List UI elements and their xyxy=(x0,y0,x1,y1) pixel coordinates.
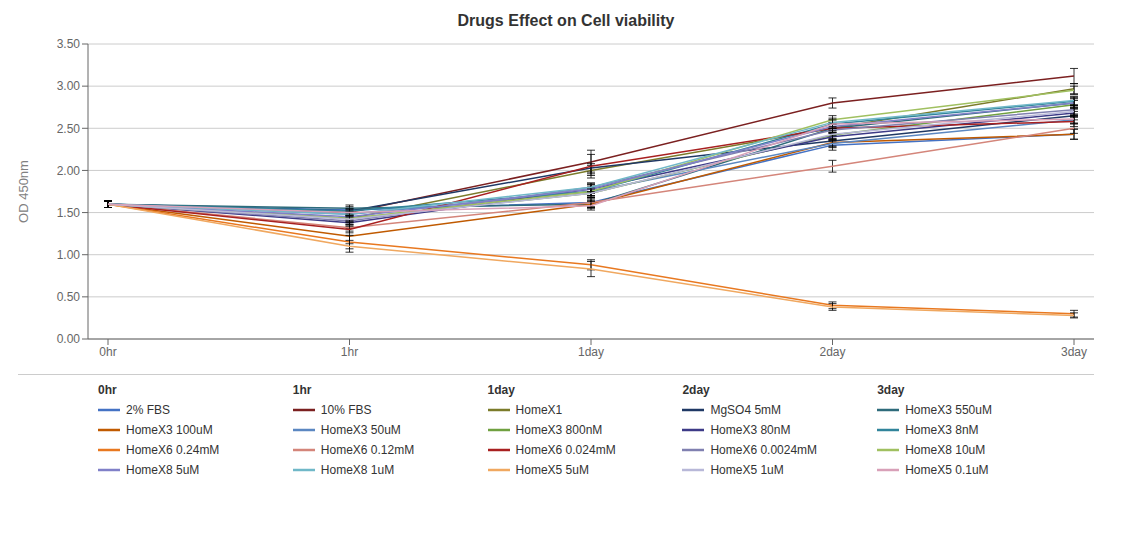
html-text:HomeX6 0.24mM: HomeX6 0.24mM xyxy=(126,443,220,457)
html-text:HomeX3 50uM: HomeX3 50uM xyxy=(320,423,401,437)
svg-text:1hr: 1hr xyxy=(341,345,358,359)
svg-text:OD 450nm: OD 450nm xyxy=(16,160,31,223)
html-text:HomeX8 5uM: HomeX8 5uM xyxy=(126,463,200,477)
svg-text:2.00: 2.00 xyxy=(57,164,81,178)
svg-text:2day: 2day xyxy=(819,345,845,359)
html-text:0hr: 0hr xyxy=(98,383,117,397)
svg-text:0.50: 0.50 xyxy=(57,290,81,304)
html-text:HomeX3 100uM: HomeX3 100uM xyxy=(126,423,213,437)
html-text:HomeX3 800nM: HomeX3 800nM xyxy=(515,423,603,437)
html-text:1hr: 1hr xyxy=(292,383,312,397)
svg-text:1.50: 1.50 xyxy=(57,206,81,220)
html-text:HomeX3 8nM: HomeX3 8nM xyxy=(905,423,979,437)
html-text:MgSO4 5mM: MgSO4 5mM xyxy=(710,403,782,417)
html-text:HomeX3 550uM: HomeX3 550uM xyxy=(905,403,992,417)
html-text:1day: 1day xyxy=(487,383,515,397)
html-text:HomeX5 1uM: HomeX5 1uM xyxy=(710,463,784,477)
html-text:2% FBS: 2% FBS xyxy=(126,403,170,417)
svg-text:3.50: 3.50 xyxy=(57,37,81,51)
svg-text:0hr: 0hr xyxy=(99,345,116,359)
html-text:10% FBS: 10% FBS xyxy=(320,403,372,417)
html-text:HomeX6 0.0024mM: HomeX6 0.0024mM xyxy=(710,443,818,457)
html-text:2day: 2day xyxy=(682,383,710,397)
html-text:HomeX5 0.1uM: HomeX5 0.1uM xyxy=(905,463,989,477)
svg-text:1.00: 1.00 xyxy=(57,248,81,262)
svg-text:3.00: 3.00 xyxy=(57,79,81,93)
svg-text:0.00: 0.00 xyxy=(57,332,81,346)
html-text:Drugs Effect on Cell viability: Drugs Effect on Cell viability xyxy=(457,12,675,29)
html-text:3day: 3day xyxy=(877,383,905,397)
html-text:HomeX1: HomeX1 xyxy=(515,403,563,417)
html-text:HomeX8 10uM: HomeX8 10uM xyxy=(905,443,986,457)
html-text:HomeX6 0.024mM: HomeX6 0.024mM xyxy=(515,443,616,457)
html-text:HomeX5 5uM: HomeX5 5uM xyxy=(515,463,589,477)
html-text:HomeX3 80nM: HomeX3 80nM xyxy=(710,423,791,437)
svg-text:1day: 1day xyxy=(578,345,604,359)
svg-text:2.50: 2.50 xyxy=(57,122,81,136)
html-text:HomeX6 0.12mM: HomeX6 0.12mM xyxy=(320,443,415,457)
html-text:HomeX8 1uM: HomeX8 1uM xyxy=(320,463,395,477)
svg-text:3day: 3day xyxy=(1061,345,1087,359)
